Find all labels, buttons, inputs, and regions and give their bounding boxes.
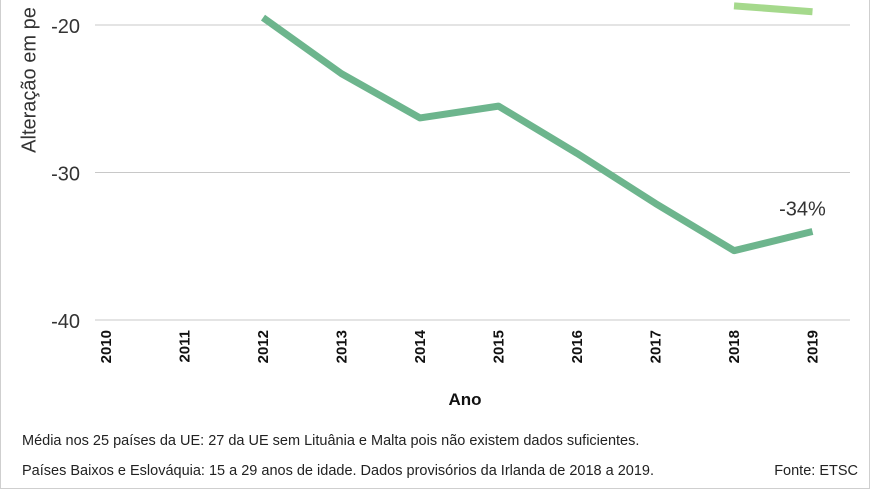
y-tick-label: -20 [51,16,80,38]
x-axis-label: Ano [448,390,482,409]
series-line [260,14,814,255]
x-tick-label: 2011 [177,330,194,363]
x-tick-label: 2017 [648,330,665,363]
x-tick-label: 2015 [491,330,508,363]
x-tick-label: 2016 [569,330,586,363]
x-tick-label: 2018 [726,330,743,363]
x-tick-label: 2014 [412,329,429,363]
x-tick-label: 2010 [98,330,115,363]
y-tick-label: -30 [51,164,80,186]
x-tick-label: 2012 [255,330,272,363]
y-tick-label: -40 [51,311,80,333]
series-end-label: -34% [779,199,826,221]
x-tick-label: 2019 [805,330,822,363]
y-axis-label: Alteração em pe [18,7,41,153]
source-credit: Fonte: ETSC [774,463,858,479]
footnote-eu-average: Média nos 25 países da UE: 27 da UE sem … [22,433,640,449]
x-tick-label: 2013 [334,330,351,363]
series-line [733,2,813,16]
footnote-age-range: Países Baixos e Eslováquia: 15 a 29 anos… [22,463,654,479]
